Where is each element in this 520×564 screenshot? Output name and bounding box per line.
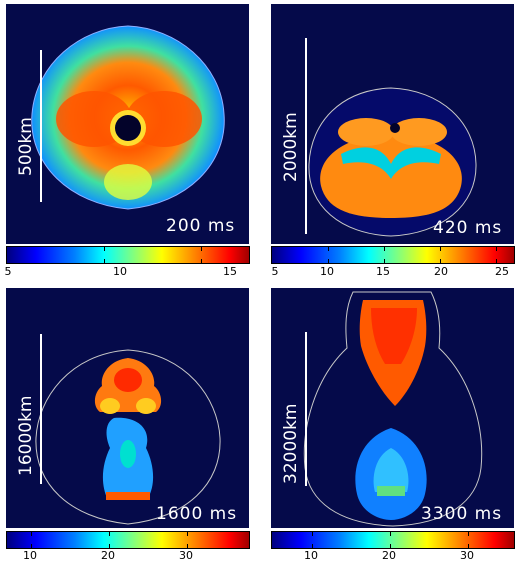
scale-bar (305, 38, 307, 234)
density-map-420ms (308, 87, 477, 237)
simulation-panel-1600ms: 16000km 1600 ms (6, 288, 249, 528)
colorbar-1-tick: 10 (113, 265, 127, 278)
colorbar-2-tick: 15 (376, 265, 390, 278)
colorbar-1-tick: 15 (223, 265, 237, 278)
colorbar-4-tick: 20 (382, 549, 396, 562)
colorbar-2-tick: 5 (271, 265, 279, 278)
scale-label: 16000km (16, 395, 36, 476)
colorbar-3-tick: 10 (23, 549, 37, 562)
scale-bar (305, 332, 307, 486)
scale-bar (40, 334, 42, 484)
simulation-panel-3300ms: 32000km 3300 ms (271, 288, 514, 528)
colorbar-2-tick: 10 (320, 265, 334, 278)
scale-label: 2000km (281, 112, 301, 182)
colorbar-3 (6, 531, 250, 549)
colorbar-4-tick: 10 (304, 549, 318, 562)
colorbar-3-tick: 30 (179, 549, 193, 562)
scale-bar (40, 50, 42, 202)
colorbar-2 (271, 246, 515, 264)
time-label: 200 ms (166, 216, 236, 236)
density-map-1600ms (35, 349, 221, 525)
colorbar-2-tick: 25 (495, 265, 509, 278)
colorbar-2-tick: 20 (434, 265, 448, 278)
density-map-200ms (31, 25, 225, 210)
time-label: 420 ms (433, 218, 503, 238)
colorbar-1 (6, 246, 250, 264)
scale-label: 32000km (281, 403, 301, 484)
colorbar-4 (271, 531, 515, 549)
density-map-3300ms (303, 291, 483, 527)
simulation-panel-420ms: 2000km 420 ms (271, 4, 514, 244)
time-label: 3300 ms (421, 504, 503, 524)
colorbar-4-tick: 30 (460, 549, 474, 562)
colorbar-1-tick: 5 (4, 265, 12, 278)
colorbar-3-tick: 20 (101, 549, 115, 562)
scale-label: 500km (16, 117, 36, 176)
simulation-panel-200ms: 500km 200 ms (6, 4, 249, 244)
time-label: 1600 ms (156, 504, 238, 524)
